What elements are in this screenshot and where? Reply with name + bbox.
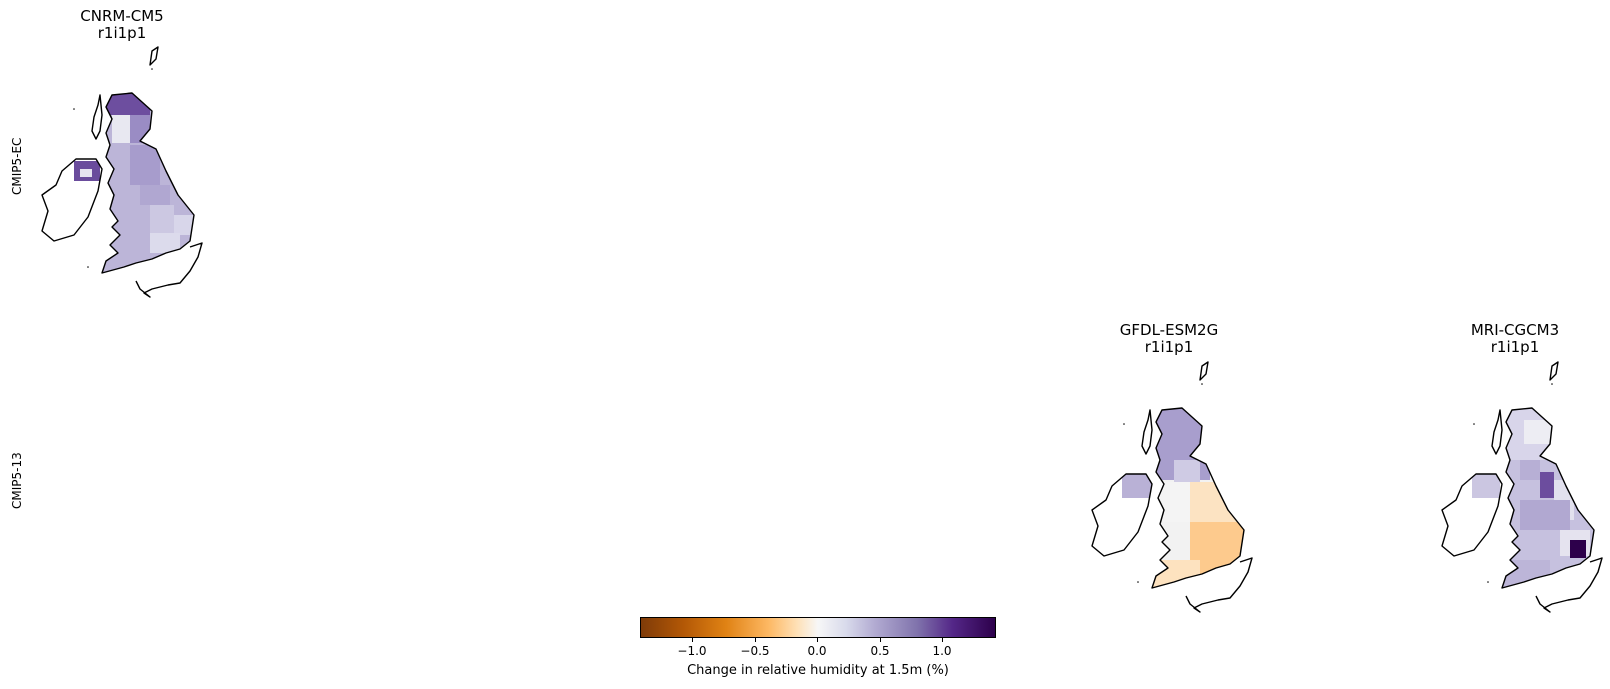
panel-title-mri-cgcm3: MRI-CGCM3 r1i1p1	[1425, 322, 1605, 356]
model-name: GFDL-ESM2G	[1119, 321, 1219, 339]
run-name: r1i1p1	[1144, 338, 1194, 356]
colorbar-tick	[755, 637, 756, 642]
colorbar-tick-label: 1.0	[932, 644, 952, 658]
colorbar-label: Change in relative humidity at 1.5m (%)	[687, 663, 949, 678]
colorbar-tick	[942, 637, 943, 642]
panel-title-gfdl-esm2g: GFDL-ESM2G r1i1p1	[1079, 322, 1259, 356]
colorbar-tick-label: −1.0	[677, 644, 707, 658]
run-name: r1i1p1	[97, 24, 147, 42]
colorbar-tick	[817, 637, 818, 642]
colorbar-tick	[692, 637, 693, 642]
model-name: MRI-CGCM3	[1470, 321, 1560, 339]
colorbar-tick-label: −0.5	[740, 644, 770, 658]
uk-map-cnrm-cm5	[41, 46, 203, 298]
uk-map-gfdl-esm2g	[1091, 361, 1253, 613]
colorbar-tick-label: 0.5	[870, 644, 890, 658]
colorbar-gradient	[640, 617, 996, 638]
panel-title-cnrm-cm5: CNRM-CM5 r1i1p1	[32, 8, 212, 42]
run-name: r1i1p1	[1490, 338, 1540, 356]
colorbar-tick-label: 0.0	[807, 644, 827, 658]
uk-map-mri-cgcm3	[1441, 361, 1603, 613]
model-name: CNRM-CM5	[80, 7, 164, 25]
row-label-cmip5-13: CMIP5-13	[10, 452, 24, 509]
row-label-cmip5-ec: CMIP5-EC	[10, 137, 24, 195]
colorbar-tick	[880, 637, 881, 642]
